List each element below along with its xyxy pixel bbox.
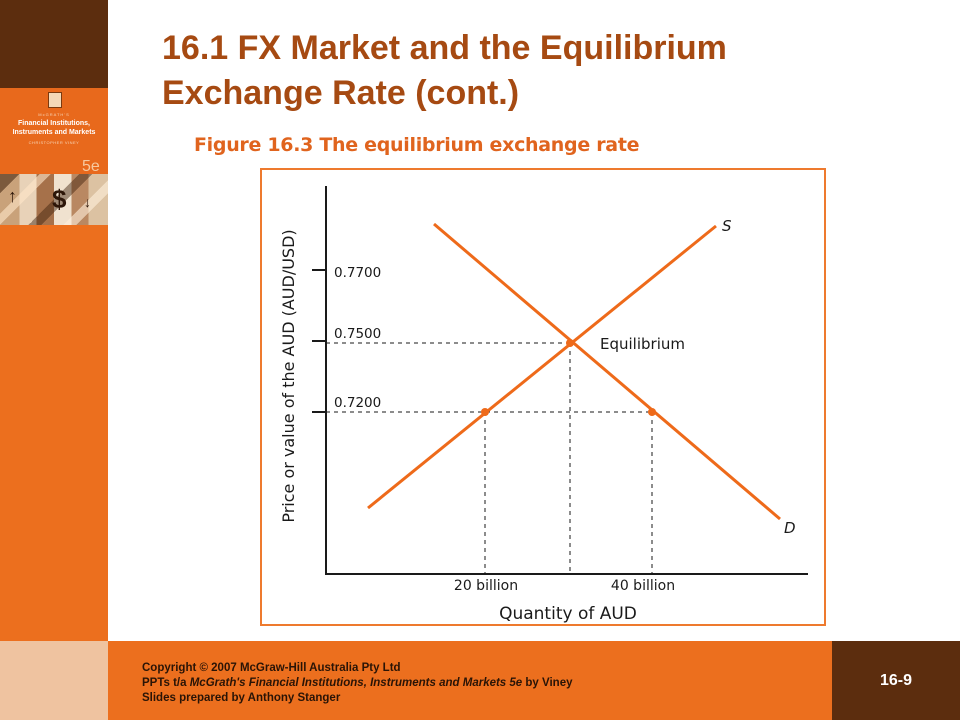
copyright-line2-suffix: by Viney	[522, 677, 573, 689]
slide-title: 16.1 FX Market and the Equilibrium Excha…	[162, 26, 942, 116]
figure-frame: 0.7700 0.7500 0.7200 S D Equilibrium 20 …	[260, 168, 826, 626]
footer-right-block	[832, 641, 960, 720]
demand-point-40-billion	[648, 408, 656, 416]
book-cover-art: ↑ $ ↓	[0, 174, 108, 225]
x-tick-label-20-billion: 20 billion	[454, 578, 518, 594]
x-tick-label-40-billion: 40 billion	[611, 578, 675, 594]
copyright-line2: PPTs t/a McGrath's Financial Institution…	[142, 676, 573, 691]
footer-bar	[108, 641, 832, 720]
x-axis-title: Quantity of AUD	[499, 604, 637, 624]
dollar-icon: $	[52, 184, 67, 214]
y-tick-label-0.7500: 0.7500	[334, 326, 381, 342]
book-edition: 5e	[82, 158, 100, 175]
book-title-line1: Financial Institutions,	[18, 120, 90, 127]
footer-left-block	[0, 641, 108, 720]
demand-label: D	[784, 519, 796, 537]
up-arrow-icon: ↑	[8, 186, 17, 206]
demand-curve	[433, 222, 781, 521]
figure-caption: Figure 16.3 The equilibrium exchange rat…	[194, 134, 640, 156]
equilibrium-diagram: 0.7700 0.7500 0.7200 S D Equilibrium 20 …	[279, 186, 808, 624]
y-axis-title: Price or value of the AUD (AUD/USD)	[279, 229, 298, 522]
copyright-line1: Copyright © 2007 McGraw-Hill Australia P…	[142, 662, 401, 674]
slide-title-line1: 16.1 FX Market and the Equilibrium	[162, 29, 727, 67]
book-series: McGRATH'S	[38, 112, 70, 117]
book-cover-image: McGRATH'S Financial Institutions, Instru…	[0, 88, 108, 225]
publisher-emblem-icon	[48, 92, 62, 108]
y-tick-label-0.7700: 0.7700	[334, 265, 381, 281]
copyright-line2-prefix: PPTs t/a	[142, 677, 190, 689]
supply-point-20-billion	[481, 408, 489, 416]
sidebar-top-block	[0, 0, 108, 88]
equilibrium-label: Equilibrium	[600, 335, 685, 353]
copyright-book-title: McGrath's Financial Institutions, Instru…	[189, 677, 523, 689]
copyright-notice: Copyright © 2007 McGraw-Hill Australia P…	[142, 661, 573, 706]
book-title-line2: Instruments and Markets	[12, 129, 96, 136]
book-author: CHRISTOPHER VINEY	[28, 140, 80, 145]
supply-curve	[367, 224, 717, 510]
slide-number: 16-9	[879, 672, 913, 689]
supply-label: S	[722, 217, 732, 235]
down-arrow-icon: ↓	[84, 194, 91, 210]
y-tick-label-0.7200: 0.7200	[334, 395, 381, 411]
equilibrium-point	[566, 339, 574, 347]
copyright-line3: Slides prepared by Anthony Stanger	[142, 692, 341, 704]
slide-title-line2: Exchange Rate (cont.)	[162, 74, 520, 112]
